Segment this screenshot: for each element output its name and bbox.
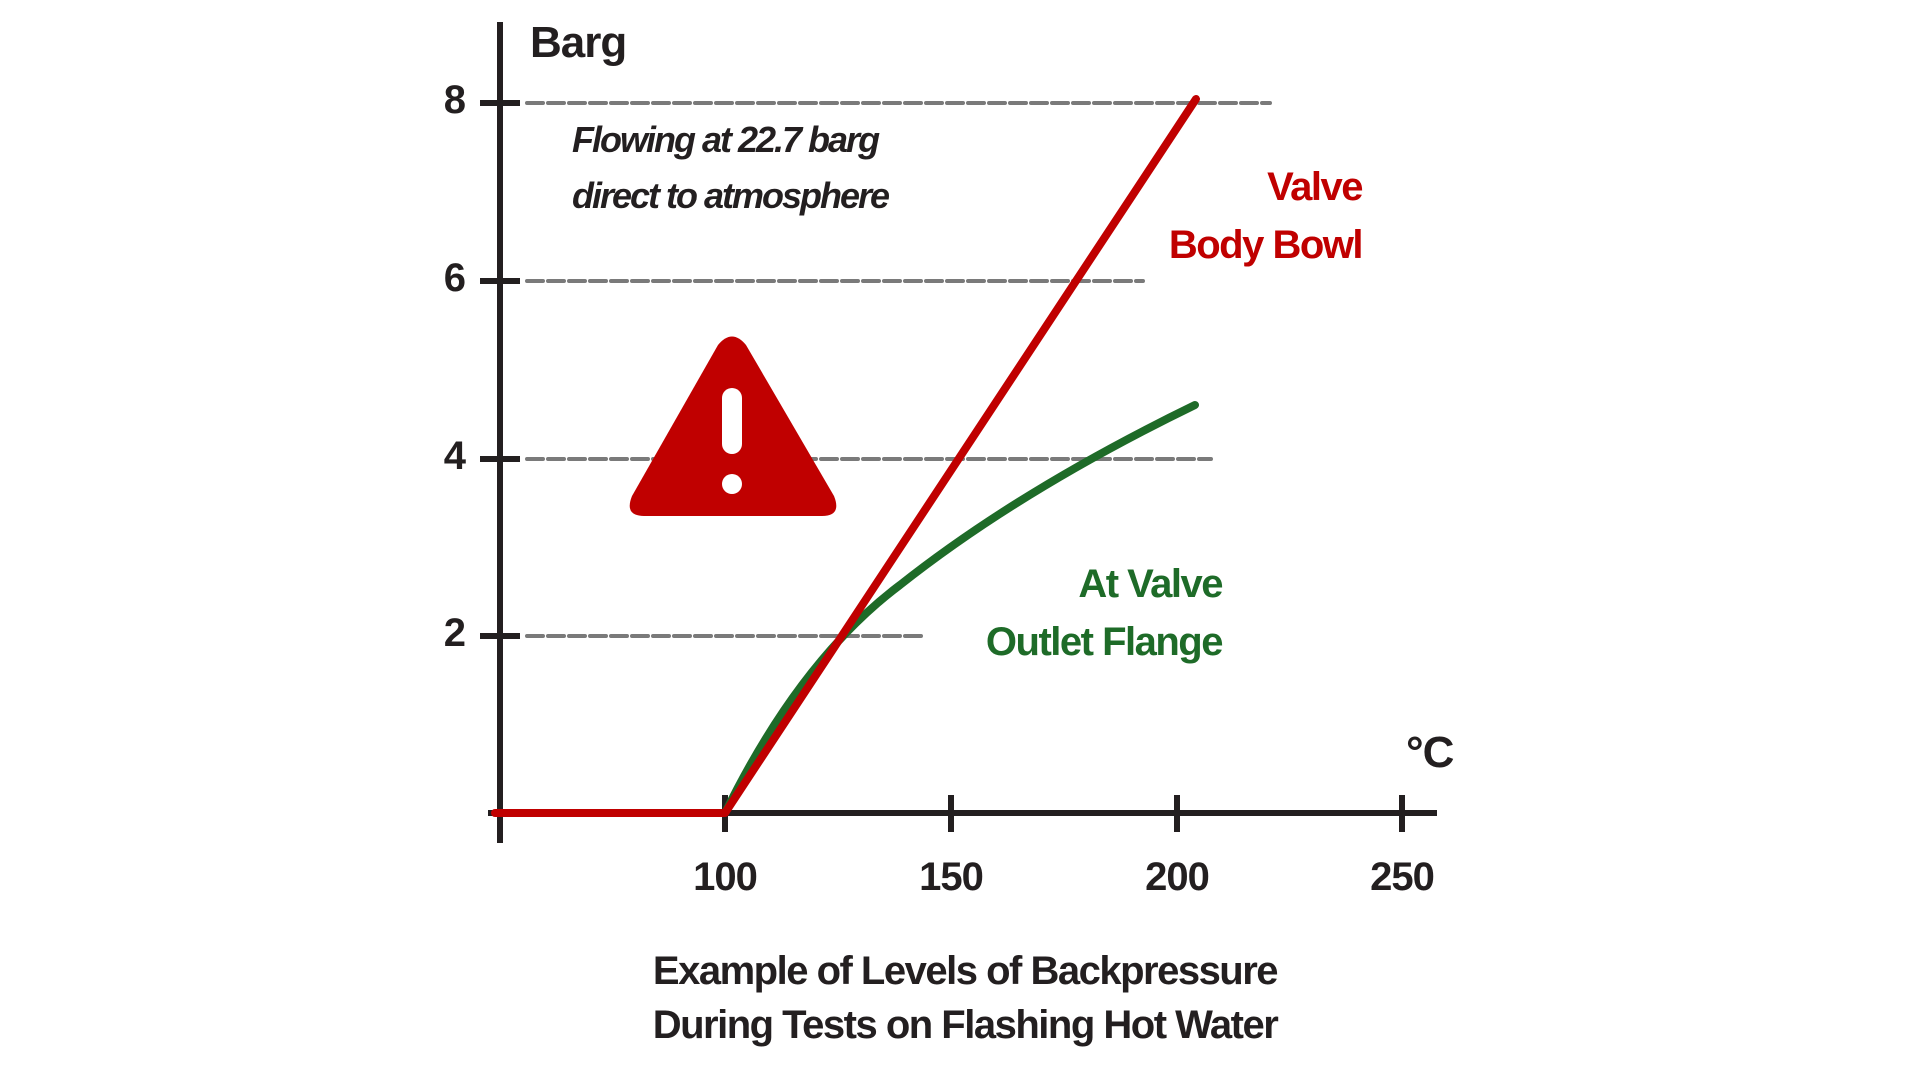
x-axis-label: °C (1406, 728, 1454, 777)
y-axis-label: Barg (530, 18, 627, 67)
series-label-body-bowl-line-2: Body Bowl (1168, 223, 1364, 267)
warning-triangle-icon (629, 336, 837, 516)
y-tick-label-6: 6 (443, 256, 466, 300)
series-label-outlet-flange: At Valve Outlet Flange (985, 555, 1224, 671)
chart-title: Example of Levels of Backpressure During… (465, 944, 1465, 1052)
x-tick-label-150: 150 (919, 855, 984, 899)
y-tick-label-2: 2 (443, 611, 466, 655)
chart-title-line-2: During Tests on Flashing Hot Water (652, 1003, 1279, 1047)
series-label-outlet-flange-line-1: At Valve (1078, 562, 1223, 606)
series-label-body-bowl-line-1: Valve (1267, 165, 1363, 209)
x-tick-label-100: 100 (693, 855, 758, 899)
series-label-outlet-flange-line-2: Outlet Flange (985, 620, 1224, 664)
series-body-bowl-line (491, 95, 1200, 817)
y-tick-label-8: 8 (443, 78, 466, 122)
y-tick-label-4: 4 (443, 434, 466, 478)
flow-annotation-line-1: Flowing at 22.7 barg (572, 119, 880, 160)
flow-annotation-line-2: direct to atmosphere (572, 175, 890, 216)
x-tick-label-200: 200 (1145, 855, 1210, 899)
flow-annotation: Flowing at 22.7 barg direct to atmospher… (572, 112, 890, 224)
chart-title-line-1: Example of Levels of Backpressure (652, 949, 1279, 993)
x-tick-label-250: 250 (1370, 855, 1435, 899)
series-label-body-bowl: Valve Body Bowl (1168, 158, 1364, 274)
series-outlet-flange-line (721, 401, 1199, 817)
